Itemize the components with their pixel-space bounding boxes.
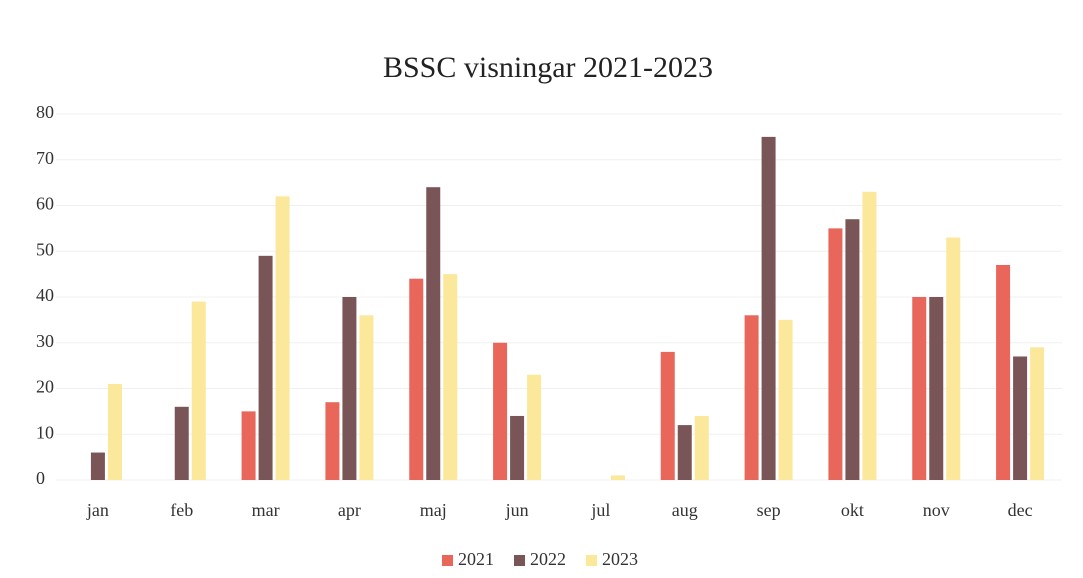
y-tick-label: 20 — [36, 377, 54, 397]
bar — [610, 475, 625, 480]
legend-swatch — [586, 555, 597, 566]
x-tick-label: aug — [672, 500, 698, 520]
bar — [409, 278, 424, 480]
y-tick-label: 40 — [36, 285, 54, 305]
chart-title: BSSC visningar 2021-2023 — [383, 51, 713, 84]
x-tick-label: dec — [1008, 500, 1033, 520]
bar — [1030, 347, 1045, 480]
bar — [996, 264, 1011, 480]
bar — [359, 315, 374, 480]
legend-swatch — [442, 555, 453, 566]
y-tick-label: 60 — [36, 194, 54, 214]
bar — [191, 301, 206, 480]
bar — [744, 315, 759, 480]
legend-label: 2023 — [602, 549, 638, 569]
bar — [493, 342, 508, 480]
bar — [761, 136, 776, 480]
x-tick-label: mar — [252, 500, 280, 520]
bar — [342, 297, 357, 480]
bar — [694, 415, 709, 480]
bar — [946, 237, 961, 480]
bar — [275, 196, 290, 480]
bar — [90, 452, 105, 480]
bar — [174, 406, 189, 480]
bar — [241, 411, 256, 480]
y-tick-label: 30 — [36, 331, 54, 351]
bar — [510, 415, 525, 480]
x-tick-label: nov — [923, 500, 950, 520]
bar — [107, 383, 122, 480]
x-tick-label: okt — [841, 500, 864, 520]
x-tick-label: apr — [338, 500, 361, 520]
x-tick-label: jan — [86, 500, 109, 520]
legend-label: 2021 — [458, 549, 494, 569]
bar — [325, 402, 340, 480]
bar — [258, 255, 273, 480]
y-tick-label: 70 — [36, 148, 54, 168]
y-tick-label: 10 — [36, 422, 54, 442]
bar — [778, 319, 793, 480]
bar — [527, 374, 542, 480]
y-tick-label: 50 — [36, 239, 54, 259]
legend-swatch — [514, 555, 525, 566]
bar — [426, 187, 441, 480]
bar — [828, 228, 843, 480]
y-tick-label: 0 — [36, 468, 45, 488]
bar — [1013, 356, 1028, 480]
x-tick-label: jun — [505, 500, 529, 520]
x-tick-label: maj — [420, 500, 447, 520]
legend-label: 2022 — [530, 549, 566, 569]
bar — [443, 274, 458, 480]
bar — [912, 297, 927, 480]
bar — [845, 219, 860, 480]
x-tick-label: jul — [590, 500, 610, 520]
x-tick-label: sep — [757, 500, 781, 520]
y-tick-label: 80 — [36, 102, 54, 122]
bar — [929, 297, 944, 480]
bar — [660, 351, 675, 480]
bar — [862, 191, 877, 480]
bar — [677, 425, 692, 480]
x-tick-label: feb — [170, 500, 193, 520]
